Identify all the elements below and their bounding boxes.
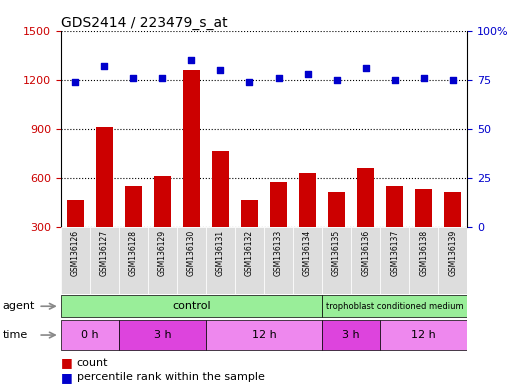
Text: time: time: [3, 330, 28, 340]
Bar: [206, 320, 322, 350]
Point: [245, 79, 254, 85]
Text: GSM136133: GSM136133: [274, 230, 283, 276]
Bar: [61, 320, 119, 350]
Bar: [328, 192, 345, 276]
Text: percentile rank within the sample: percentile rank within the sample: [77, 372, 265, 382]
Bar: [322, 320, 380, 350]
Text: GSM136128: GSM136128: [129, 230, 138, 276]
Text: control: control: [172, 301, 211, 311]
Bar: [444, 192, 461, 276]
Bar: [351, 227, 380, 294]
Text: GSM136135: GSM136135: [332, 230, 341, 276]
Text: GDS2414 / 223479_s_at: GDS2414 / 223479_s_at: [61, 16, 228, 30]
Bar: [177, 227, 206, 294]
Text: GSM136129: GSM136129: [158, 230, 167, 276]
Text: GSM136139: GSM136139: [448, 230, 457, 276]
Bar: [206, 227, 235, 294]
Point: [129, 74, 138, 81]
Bar: [90, 227, 119, 294]
Text: trophoblast conditioned medium: trophoblast conditioned medium: [326, 302, 464, 311]
Point: [187, 57, 196, 63]
Bar: [61, 295, 322, 318]
Text: agent: agent: [3, 301, 35, 311]
Bar: [415, 189, 432, 276]
Point: [449, 77, 457, 83]
Bar: [357, 168, 374, 276]
Bar: [380, 320, 467, 350]
Bar: [96, 127, 113, 276]
Bar: [61, 227, 90, 294]
Point: [158, 74, 167, 81]
Bar: [119, 320, 206, 350]
Text: 12 h: 12 h: [252, 330, 276, 340]
Bar: [322, 227, 351, 294]
Bar: [293, 227, 322, 294]
Bar: [235, 227, 264, 294]
Text: 3 h: 3 h: [154, 330, 171, 340]
Text: GSM136127: GSM136127: [100, 230, 109, 276]
Bar: [270, 182, 287, 276]
Text: GSM136136: GSM136136: [361, 230, 370, 276]
Bar: [125, 186, 142, 276]
Point: [216, 67, 225, 73]
Bar: [154, 176, 171, 276]
Bar: [119, 227, 148, 294]
Point: [100, 63, 109, 69]
Text: 0 h: 0 h: [81, 330, 99, 340]
Text: 12 h: 12 h: [411, 330, 436, 340]
Text: 3 h: 3 h: [342, 330, 360, 340]
Point: [275, 74, 283, 81]
Text: GSM136130: GSM136130: [187, 230, 196, 276]
Point: [361, 65, 370, 71]
Bar: [241, 200, 258, 276]
Point: [71, 79, 80, 85]
Text: GSM136138: GSM136138: [419, 230, 428, 276]
Text: ■: ■: [61, 371, 72, 384]
Text: GSM136134: GSM136134: [303, 230, 312, 276]
Bar: [322, 295, 467, 318]
Text: GSM136137: GSM136137: [390, 230, 399, 276]
Text: count: count: [77, 358, 108, 368]
Bar: [148, 227, 177, 294]
Bar: [183, 70, 200, 276]
Bar: [67, 200, 84, 276]
Text: ■: ■: [61, 356, 72, 369]
Point: [420, 74, 428, 81]
Bar: [380, 227, 409, 294]
Text: GSM136132: GSM136132: [245, 230, 254, 276]
Bar: [299, 173, 316, 276]
Text: GSM136126: GSM136126: [71, 230, 80, 276]
Text: GSM136131: GSM136131: [216, 230, 225, 276]
Point: [303, 71, 312, 77]
Bar: [409, 227, 438, 294]
Bar: [212, 152, 229, 276]
Point: [391, 77, 399, 83]
Point: [333, 77, 341, 83]
Bar: [264, 227, 293, 294]
Bar: [386, 186, 403, 276]
Bar: [438, 227, 467, 294]
